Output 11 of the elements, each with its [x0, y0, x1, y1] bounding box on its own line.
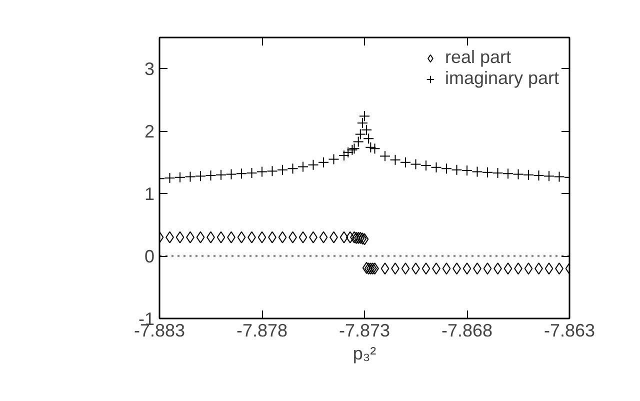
- x-tick-label: -7.863: [544, 320, 596, 340]
- y-tick-label: 3: [144, 59, 155, 80]
- x-tick-label: -7.878: [236, 320, 288, 340]
- legend-label: real part: [444, 47, 511, 68]
- x-tick-label: -7.868: [441, 320, 493, 340]
- x-axis-title: p₃²: [352, 344, 376, 364]
- legend-label: imaginary part: [444, 68, 559, 89]
- y-tick-label: 1: [144, 184, 155, 204]
- y-tick-label: 2: [144, 122, 155, 142]
- x-tick-label: -7.873: [338, 320, 390, 340]
- y-tick-label: 0: [144, 246, 155, 267]
